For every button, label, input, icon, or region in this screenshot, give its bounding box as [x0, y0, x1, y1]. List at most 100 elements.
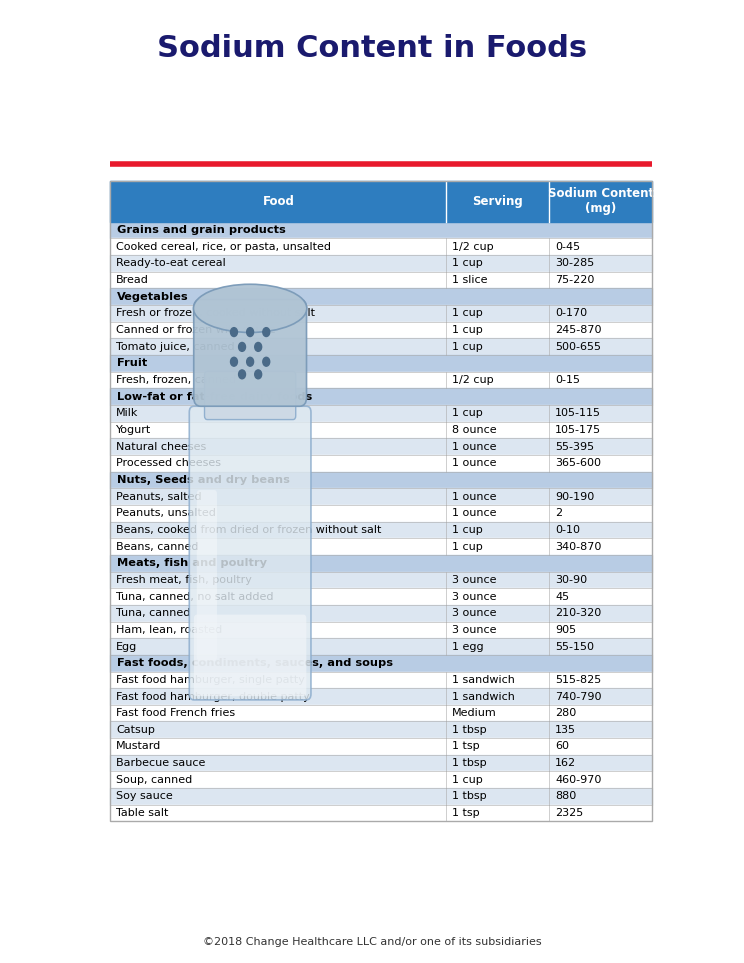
- Text: Cooked cereal, rice, or pasta, unsalted: Cooked cereal, rice, or pasta, unsalted: [116, 242, 331, 251]
- Bar: [110, 588, 652, 605]
- Text: 2325: 2325: [555, 808, 583, 819]
- Text: 1 sandwich: 1 sandwich: [452, 691, 515, 701]
- Text: 1 ounce: 1 ounce: [452, 442, 496, 452]
- Text: Fresh or frozen, cooked without salt: Fresh or frozen, cooked without salt: [116, 308, 315, 318]
- Circle shape: [263, 357, 270, 366]
- Circle shape: [254, 370, 262, 378]
- Text: Egg: Egg: [116, 641, 138, 652]
- Bar: [110, 288, 652, 305]
- Text: 460-970: 460-970: [555, 775, 601, 785]
- Bar: [110, 555, 652, 571]
- Bar: [110, 238, 652, 255]
- Bar: [110, 322, 652, 338]
- Text: 500-655: 500-655: [555, 342, 601, 351]
- Bar: [110, 721, 652, 739]
- Circle shape: [247, 357, 254, 366]
- Text: 1 sandwich: 1 sandwich: [452, 675, 515, 685]
- Text: 1 tbsp: 1 tbsp: [452, 725, 487, 735]
- Bar: [110, 355, 652, 372]
- Bar: [110, 181, 652, 821]
- Text: Milk: Milk: [116, 408, 138, 418]
- Text: Soy sauce: Soy sauce: [116, 792, 173, 801]
- Text: Ham, lean, roasted: Ham, lean, roasted: [116, 625, 222, 635]
- Text: Fruit: Fruit: [118, 358, 147, 368]
- Text: Natural cheeses: Natural cheeses: [116, 442, 206, 452]
- Text: Tuna, canned, no salt added: Tuna, canned, no salt added: [116, 591, 274, 602]
- Text: 0-15: 0-15: [555, 375, 580, 385]
- FancyBboxPatch shape: [194, 614, 307, 696]
- Text: Grains and grain products: Grains and grain products: [118, 225, 286, 235]
- Text: 1 cup: 1 cup: [452, 775, 483, 785]
- Text: Canned or frozen with sauce: Canned or frozen with sauce: [116, 325, 276, 335]
- Text: 1 cup: 1 cup: [452, 325, 483, 335]
- Text: 0-45: 0-45: [555, 242, 580, 251]
- Text: Mustard: Mustard: [116, 742, 161, 751]
- Bar: [110, 522, 652, 538]
- Text: 1 tsp: 1 tsp: [452, 808, 480, 819]
- Text: ©2018 Change Healthcare LLC and/or one of its subsidiaries: ©2018 Change Healthcare LLC and/or one o…: [202, 937, 542, 947]
- Text: 1/2 cup: 1/2 cup: [452, 242, 494, 251]
- Bar: [110, 404, 652, 422]
- FancyBboxPatch shape: [189, 406, 311, 700]
- Text: 1 cup: 1 cup: [452, 342, 483, 351]
- Text: Barbecue sauce: Barbecue sauce: [116, 758, 205, 768]
- Text: Tuna, canned: Tuna, canned: [116, 609, 190, 618]
- Text: 1 slice: 1 slice: [452, 274, 487, 285]
- Text: Nuts, Seeds and dry beans: Nuts, Seeds and dry beans: [118, 475, 290, 485]
- Text: 60: 60: [555, 742, 569, 751]
- Bar: [110, 472, 652, 488]
- Bar: [110, 221, 652, 238]
- Circle shape: [239, 343, 246, 351]
- Ellipse shape: [193, 284, 307, 332]
- Text: Processed cheeses: Processed cheeses: [116, 458, 221, 468]
- Text: 245-870: 245-870: [555, 325, 602, 335]
- Text: Fast food French fries: Fast food French fries: [116, 708, 235, 718]
- Text: 1 cup: 1 cup: [452, 258, 483, 269]
- Text: 55-395: 55-395: [555, 442, 594, 452]
- Text: 3 ounce: 3 ounce: [452, 609, 496, 618]
- Text: 1 tbsp: 1 tbsp: [452, 792, 487, 801]
- Text: 1 cup: 1 cup: [452, 541, 483, 552]
- Text: 3 ounce: 3 ounce: [452, 575, 496, 585]
- Circle shape: [239, 370, 246, 378]
- Bar: [110, 638, 652, 655]
- Text: 162: 162: [555, 758, 576, 768]
- Bar: [110, 739, 652, 755]
- Text: 105-175: 105-175: [555, 425, 601, 435]
- Bar: [110, 689, 652, 705]
- Bar: [110, 422, 652, 438]
- Bar: [110, 571, 652, 588]
- Text: Beans, canned: Beans, canned: [116, 541, 199, 552]
- Bar: [110, 771, 652, 788]
- Text: Soup, canned: Soup, canned: [116, 775, 192, 785]
- Text: 1 tbsp: 1 tbsp: [452, 758, 487, 768]
- Bar: [110, 272, 652, 288]
- Text: Serving: Serving: [472, 195, 523, 208]
- Bar: [110, 488, 652, 505]
- Bar: [110, 621, 652, 638]
- Text: Fast foods, condiments, sauces, and soups: Fast foods, condiments, sauces, and soup…: [118, 658, 394, 668]
- Text: 1 egg: 1 egg: [452, 641, 484, 652]
- Bar: [110, 372, 652, 388]
- Circle shape: [247, 327, 254, 336]
- Text: Ready-to-eat cereal: Ready-to-eat cereal: [116, 258, 226, 269]
- Text: Table salt: Table salt: [116, 808, 168, 819]
- Text: Peanuts, unsalted: Peanuts, unsalted: [116, 508, 216, 518]
- Bar: [110, 438, 652, 455]
- Circle shape: [231, 357, 237, 366]
- Text: 340-870: 340-870: [555, 541, 601, 552]
- Bar: [110, 255, 652, 272]
- Text: 880: 880: [555, 792, 577, 801]
- Text: 45: 45: [555, 591, 569, 602]
- Text: Sodium Content in Foods: Sodium Content in Foods: [157, 34, 587, 63]
- Text: Catsup: Catsup: [116, 725, 155, 735]
- Text: Peanuts, salted: Peanuts, salted: [116, 491, 202, 502]
- Text: 365-600: 365-600: [555, 458, 601, 468]
- Text: 2: 2: [555, 508, 562, 518]
- Text: Fast food hamburger, single patty: Fast food hamburger, single patty: [116, 675, 305, 685]
- Bar: [110, 671, 652, 689]
- Text: 90-190: 90-190: [555, 491, 594, 502]
- Text: 3 ounce: 3 ounce: [452, 591, 496, 602]
- Text: 210-320: 210-320: [555, 609, 601, 618]
- Text: 105-115: 105-115: [555, 408, 601, 418]
